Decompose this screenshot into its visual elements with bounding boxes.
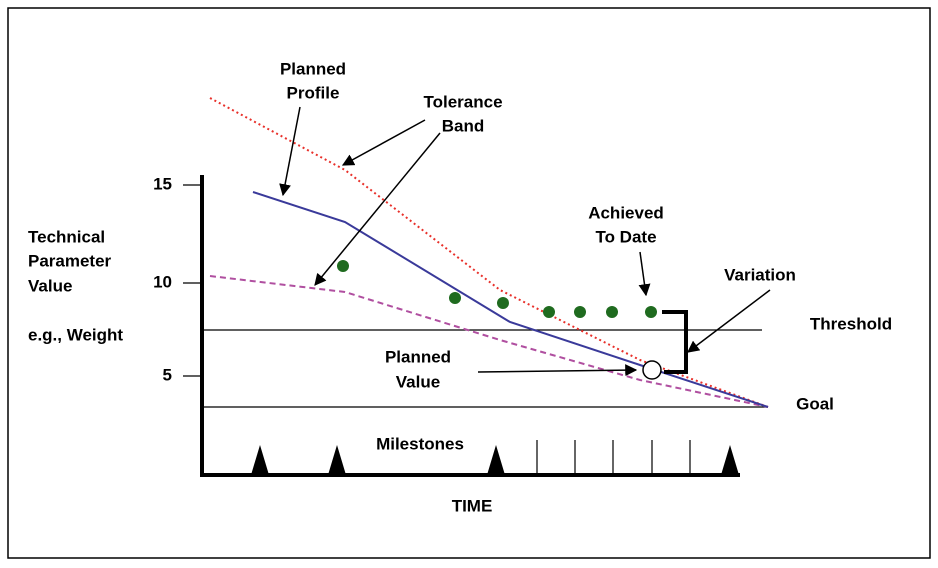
label: Profile xyxy=(287,83,340,102)
arrow xyxy=(314,132,441,286)
label: Variation xyxy=(724,265,796,284)
label: TIME xyxy=(452,496,493,515)
label: e.g., Weight xyxy=(28,325,123,344)
label: Milestones xyxy=(376,434,464,453)
achieved-point xyxy=(543,306,555,318)
milestone-triangle xyxy=(487,445,505,475)
arrow xyxy=(341,119,426,166)
y-tick-label: 10 xyxy=(153,272,172,291)
label: Value xyxy=(28,276,72,295)
label: Tolerance xyxy=(423,92,502,111)
arrow xyxy=(687,289,771,353)
achieved-points xyxy=(337,260,657,318)
label: Planned xyxy=(385,347,451,366)
label: Band xyxy=(442,116,485,135)
achieved-point xyxy=(574,306,586,318)
arrow xyxy=(477,364,638,377)
label: To Date xyxy=(595,227,656,246)
label: Value xyxy=(396,372,440,391)
label: Planned xyxy=(280,59,346,78)
label: Achieved xyxy=(588,203,664,222)
milestone-triangle xyxy=(721,445,739,475)
label: Technical xyxy=(28,227,105,246)
achieved-point xyxy=(449,292,461,304)
achieved-point xyxy=(497,297,509,309)
achieved-point xyxy=(645,306,657,318)
milestone-triangle xyxy=(251,445,269,475)
achieved-point xyxy=(337,260,349,272)
planned-value-point xyxy=(642,360,662,380)
label: Threshold xyxy=(810,314,892,333)
achieved-point xyxy=(606,306,618,318)
planned-profile xyxy=(252,191,769,408)
label: Parameter xyxy=(28,251,112,270)
arrows xyxy=(279,106,771,377)
milestone-triangle xyxy=(328,445,346,475)
y-tick-label: 5 xyxy=(163,365,172,384)
arrow xyxy=(638,251,651,297)
lower-tolerance xyxy=(209,275,769,408)
milestones xyxy=(251,445,739,475)
variation-bracket xyxy=(662,310,688,374)
upper-tolerance xyxy=(209,97,769,408)
frame xyxy=(7,7,931,559)
y-tick-label: 15 xyxy=(153,174,172,193)
arrow xyxy=(279,106,301,197)
time-ticks xyxy=(536,440,691,475)
label: Goal xyxy=(796,394,834,413)
